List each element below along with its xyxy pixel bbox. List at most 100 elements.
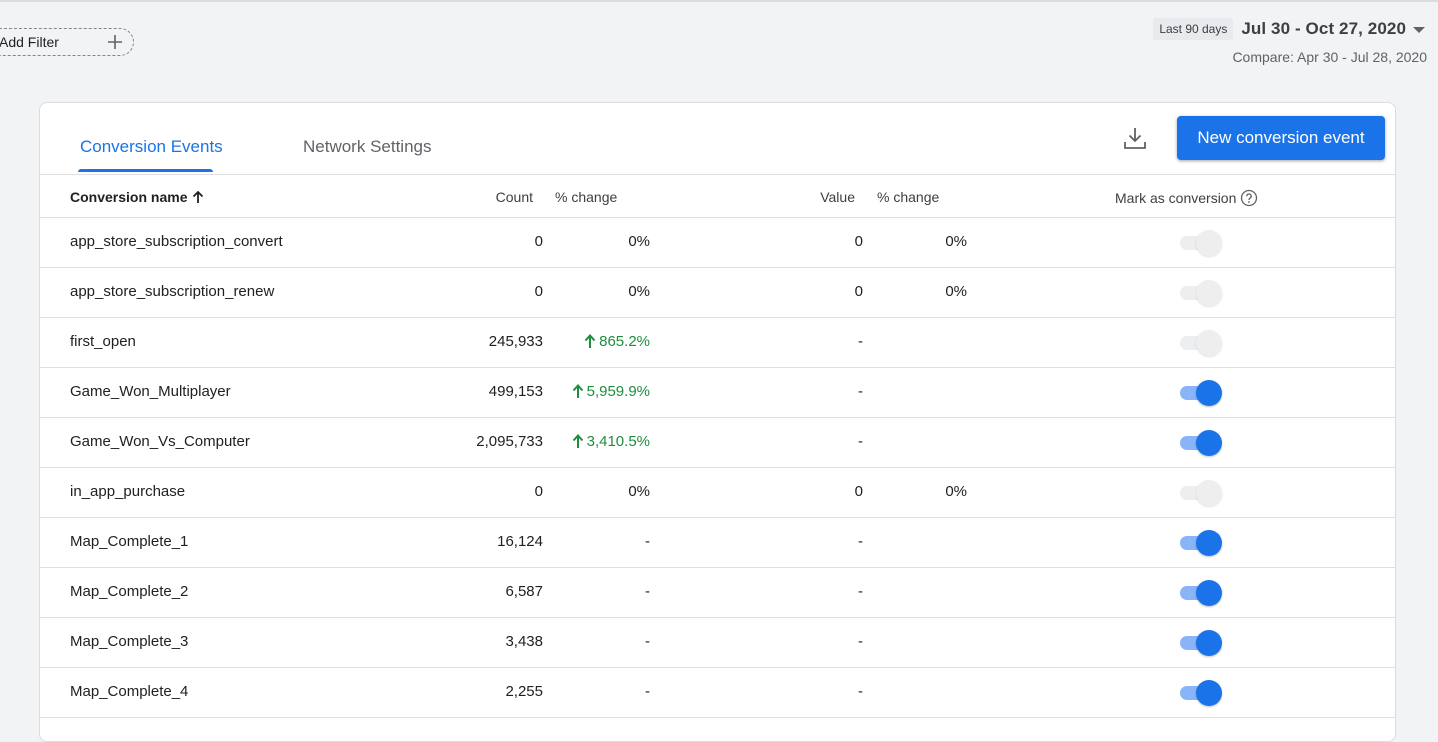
table-row: Game_Won_Vs_Computer 2,095,733 3,410.5% - (40, 418, 1395, 468)
toggle-knob (1196, 330, 1222, 356)
count-value: 16,124 (497, 533, 543, 550)
conversion-name: first_open (70, 333, 136, 350)
value-amount: - (858, 683, 863, 700)
sort-ascending-icon (193, 190, 204, 203)
conversion-name: Map_Complete_2 (70, 583, 189, 600)
header-mark-as-conversion: Mark as conversion (1115, 189, 1258, 207)
toggle-knob (1196, 680, 1222, 706)
count-change-text: 0% (628, 283, 650, 300)
count-change: 3,410.5% (572, 433, 650, 450)
table-row: Map_Complete_3 3,438 - - (40, 618, 1395, 668)
compare-range-label: Compare: Apr 30 - Jul 28, 2020 (1232, 49, 1427, 65)
arrow-up-icon (572, 384, 583, 398)
header-count-change[interactable]: % change (555, 189, 618, 205)
table-row: app_store_subscription_convert 0 0% 0 0% (40, 218, 1395, 268)
count-change-text: 0% (628, 483, 650, 500)
conversion-events-card: Conversion Events Network Settings New c… (39, 102, 1396, 742)
date-range-picker[interactable]: Last 90 days Jul 30 - Oct 27, 2020 (1153, 18, 1426, 40)
value-amount: - (858, 583, 863, 600)
count-value: 6,587 (505, 583, 543, 600)
table-header: Conversion name Count % change Value % c… (40, 174, 1395, 218)
toggle-knob (1196, 580, 1222, 606)
mark-as-conversion-toggle[interactable] (1178, 480, 1224, 506)
toggle-knob (1196, 480, 1222, 506)
toggle-knob (1196, 630, 1222, 656)
conversion-name: Map_Complete_1 (70, 533, 189, 550)
table-row: in_app_purchase 0 0% 0 0% (40, 468, 1395, 518)
count-change: - (645, 683, 650, 700)
value-amount: 0 (854, 283, 863, 300)
conversion-name: app_store_subscription_renew (70, 283, 275, 300)
value-amount: - (858, 633, 863, 650)
conversion-name: Map_Complete_4 (70, 683, 189, 700)
count-change: 0% (628, 233, 650, 250)
tab-network-settings[interactable]: Network Settings (303, 137, 432, 156)
value-amount: - (858, 533, 863, 550)
toggle-knob (1196, 380, 1222, 406)
toggle-knob (1196, 230, 1222, 256)
table-row: first_open 245,933 865.2% - (40, 318, 1395, 368)
count-change: - (645, 533, 650, 550)
count-change-text: - (645, 583, 650, 600)
value-amount: - (858, 433, 863, 450)
count-change: - (645, 633, 650, 650)
conversion-name: in_app_purchase (70, 483, 186, 500)
plus-icon (108, 35, 122, 49)
value-amount: - (858, 383, 863, 400)
header-conversion-name-label: Conversion name (70, 189, 188, 205)
count-change: 865.2% (584, 333, 650, 350)
add-filter-label: Add Filter (0, 34, 59, 50)
conversion-name: Game_Won_Multiplayer (70, 383, 231, 400)
count-change-text: - (645, 633, 650, 650)
count-change: 0% (628, 283, 650, 300)
value-amount: 0 (854, 233, 863, 250)
mark-as-conversion-toggle[interactable] (1178, 580, 1224, 606)
toggle-knob (1196, 430, 1222, 456)
count-change-text: 5,959.9% (586, 383, 650, 400)
help-icon[interactable] (1240, 189, 1258, 207)
value-amount: 0 (854, 483, 863, 500)
count-value: 0 (534, 283, 543, 300)
mark-as-conversion-toggle[interactable] (1178, 280, 1224, 306)
new-conversion-event-button[interactable]: New conversion event (1177, 116, 1385, 160)
count-value: 245,933 (488, 333, 543, 350)
date-preset-chip: Last 90 days (1153, 18, 1234, 40)
count-change-text: 3,410.5% (586, 433, 650, 450)
table-row: app_store_subscription_renew 0 0% 0 0% (40, 268, 1395, 318)
mark-as-conversion-toggle[interactable] (1178, 680, 1224, 706)
tab-conversion-events[interactable]: Conversion Events (80, 137, 223, 156)
conversion-name: Map_Complete_3 (70, 633, 189, 650)
header-value[interactable]: Value (820, 189, 855, 205)
value-change: 0% (945, 233, 967, 250)
header-conversion-name[interactable]: Conversion name (70, 189, 205, 205)
toggle-knob (1196, 280, 1222, 306)
add-filter-button[interactable]: Add Filter (0, 28, 134, 56)
table-row: Map_Complete_4 2,255 - - (40, 668, 1395, 718)
download-icon[interactable] (1122, 125, 1148, 151)
table-row: Map_Complete_1 16,124 - - (40, 518, 1395, 568)
header-mark-label: Mark as conversion (1115, 190, 1237, 206)
mark-as-conversion-toggle[interactable] (1178, 430, 1224, 456)
count-change-text: 0% (628, 233, 650, 250)
tab-bar: Conversion Events Network Settings New c… (40, 103, 1395, 174)
header-value-change[interactable]: % change (877, 189, 940, 205)
mark-as-conversion-toggle[interactable] (1178, 380, 1224, 406)
top-divider (0, 0, 1438, 2)
mark-as-conversion-toggle[interactable] (1178, 530, 1224, 556)
value-change: 0% (945, 283, 967, 300)
count-change-text: - (645, 533, 650, 550)
caret-down-icon (1413, 27, 1425, 33)
mark-as-conversion-toggle[interactable] (1178, 230, 1224, 256)
table-row: Map_Complete_2 6,587 - - (40, 568, 1395, 618)
count-value: 499,153 (488, 383, 543, 400)
count-change: 0% (628, 483, 650, 500)
count-value: 3,438 (505, 633, 543, 650)
conversion-name: Game_Won_Vs_Computer (70, 433, 250, 450)
active-tab-indicator (78, 169, 213, 172)
arrow-up-icon (572, 434, 583, 448)
header-count[interactable]: Count (495, 189, 533, 205)
count-value: 2,095,733 (476, 433, 543, 450)
mark-as-conversion-toggle[interactable] (1178, 330, 1224, 356)
date-range-label: Jul 30 - Oct 27, 2020 (1241, 19, 1406, 38)
mark-as-conversion-toggle[interactable] (1178, 630, 1224, 656)
